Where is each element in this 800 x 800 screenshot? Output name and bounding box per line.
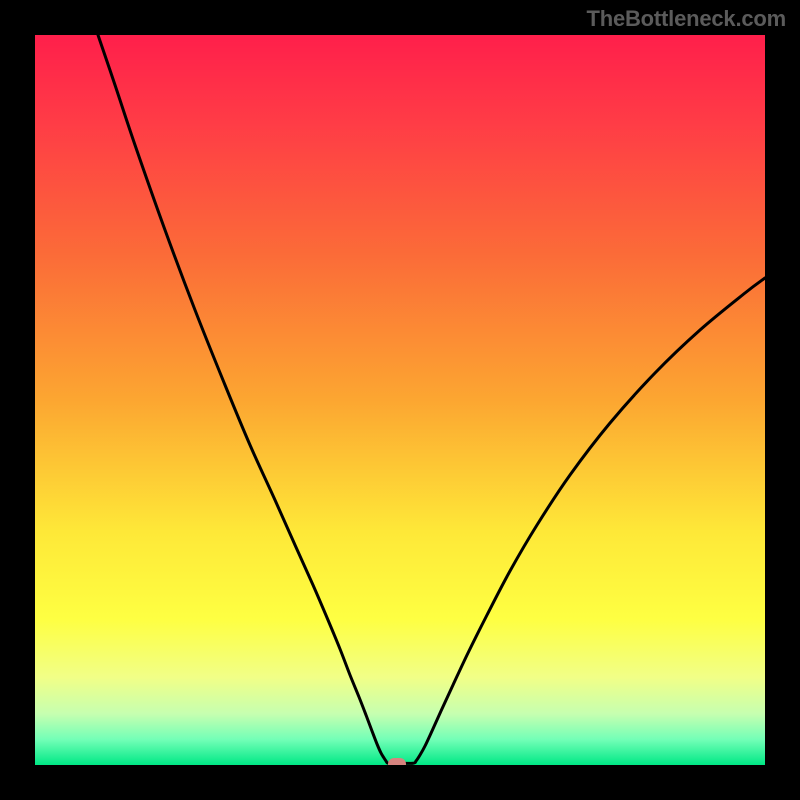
- bottleneck-curve: [35, 35, 765, 765]
- plot-area: [35, 35, 765, 765]
- optimal-marker: [388, 758, 406, 765]
- chart-container: TheBottleneck.com: [0, 0, 800, 800]
- watermark-text: TheBottleneck.com: [586, 6, 786, 32]
